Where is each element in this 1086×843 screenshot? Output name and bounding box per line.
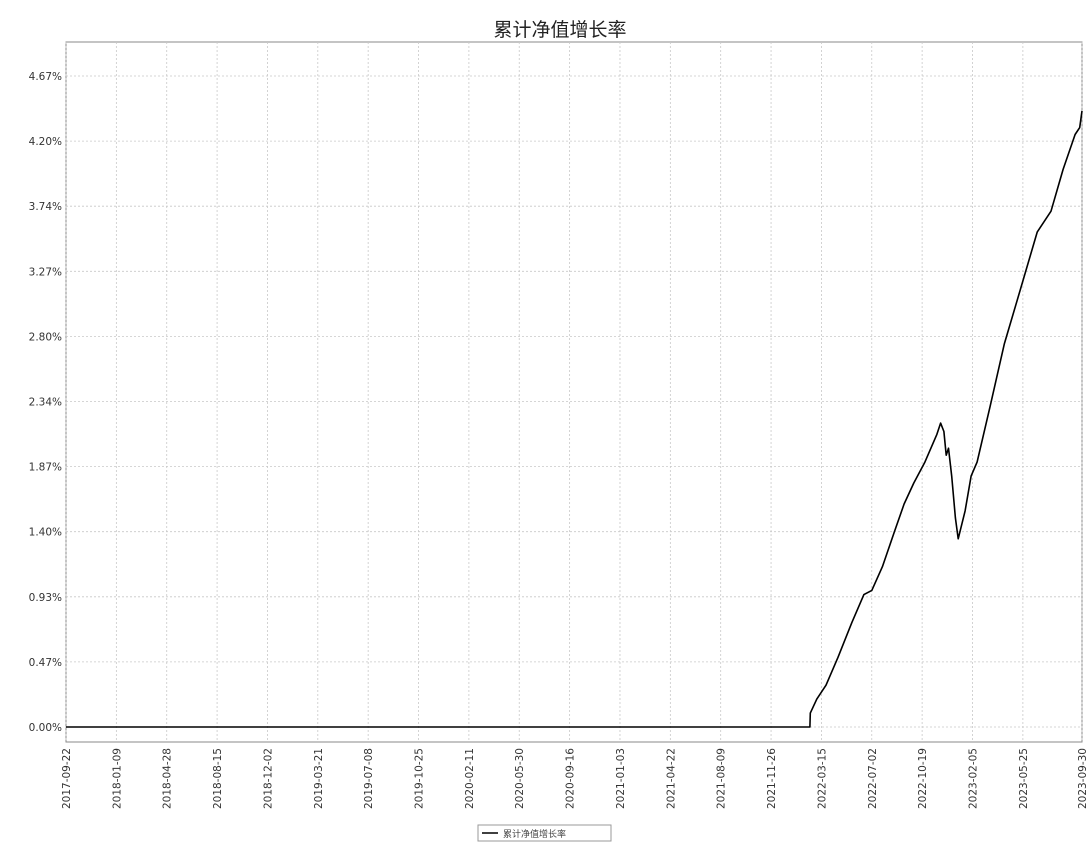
x-tick-label: 2018-01-09 xyxy=(111,748,123,809)
x-tick-label: 2019-10-25 xyxy=(414,748,426,809)
x-tick-label: 2018-12-02 xyxy=(262,748,274,809)
x-tick-label: 2023-05-25 xyxy=(1018,748,1030,809)
x-axis: 2017-09-22 2018-01-09 2018-04-28 2018-08-15… xyxy=(61,748,1086,809)
x-tick-label: 2021-04-22 xyxy=(665,748,677,809)
x-tick-label: 2023-02-05 xyxy=(967,748,979,809)
legend-label: 累计净值增长率 xyxy=(503,828,566,840)
y-tick-label: 4.67% xyxy=(29,71,62,83)
x-tick-label: 2018-04-28 xyxy=(162,748,174,809)
y-tick-label: 0.47% xyxy=(29,657,62,669)
y-tick-label: 2.80% xyxy=(29,331,62,343)
legend-box xyxy=(477,824,612,842)
x-tick-label: 2020-09-16 xyxy=(565,748,577,809)
legend: 累计净值增长率 xyxy=(477,824,612,842)
x-tick-label: 2023-09-30 xyxy=(1077,748,1086,809)
y-axis: 0.00% 0.47% 0.93% 1.40% 1.87% 2.34% 2.80% 3.27%… xyxy=(29,71,62,734)
plot-frame xyxy=(65,41,1083,743)
x-tick-label: 2019-07-08 xyxy=(363,748,375,809)
series-line xyxy=(66,110,1083,728)
series-layer xyxy=(66,110,1083,728)
y-tick-label: 1.40% xyxy=(29,527,62,539)
x-tick-label: 2022-10-19 xyxy=(917,748,929,809)
x-tick-label: 2021-08-09 xyxy=(716,748,728,809)
chart-title: 累计净值增长率 xyxy=(493,19,626,41)
y-tick-label: 4.20% xyxy=(29,136,62,148)
y-tick-label: 3.74% xyxy=(29,201,62,213)
x-tick-label: 2022-03-15 xyxy=(816,748,828,809)
y-tick-label: 1.87% xyxy=(29,462,62,474)
y-tick-label: 2.34% xyxy=(29,397,62,409)
x-tick-label: 2022-07-02 xyxy=(867,748,879,809)
x-tick-label: 2021-11-26 xyxy=(766,748,778,809)
x-tick-label: 2020-02-11 xyxy=(464,748,476,809)
y-tick-label: 0.00% xyxy=(29,722,62,734)
x-tick-label: 2021-01-03 xyxy=(615,748,627,809)
grid xyxy=(65,42,1083,742)
x-tick-label: 2019-03-21 xyxy=(313,748,325,809)
x-tick-label: 2020-05-30 xyxy=(514,748,526,809)
x-tick-label: 2017-09-22 xyxy=(61,748,73,809)
x-tick-label: 2018-08-15 xyxy=(212,748,224,809)
plot-area xyxy=(65,41,1083,743)
y-tick-label: 0.93% xyxy=(29,592,62,604)
y-tick-label: 3.27% xyxy=(29,266,62,278)
